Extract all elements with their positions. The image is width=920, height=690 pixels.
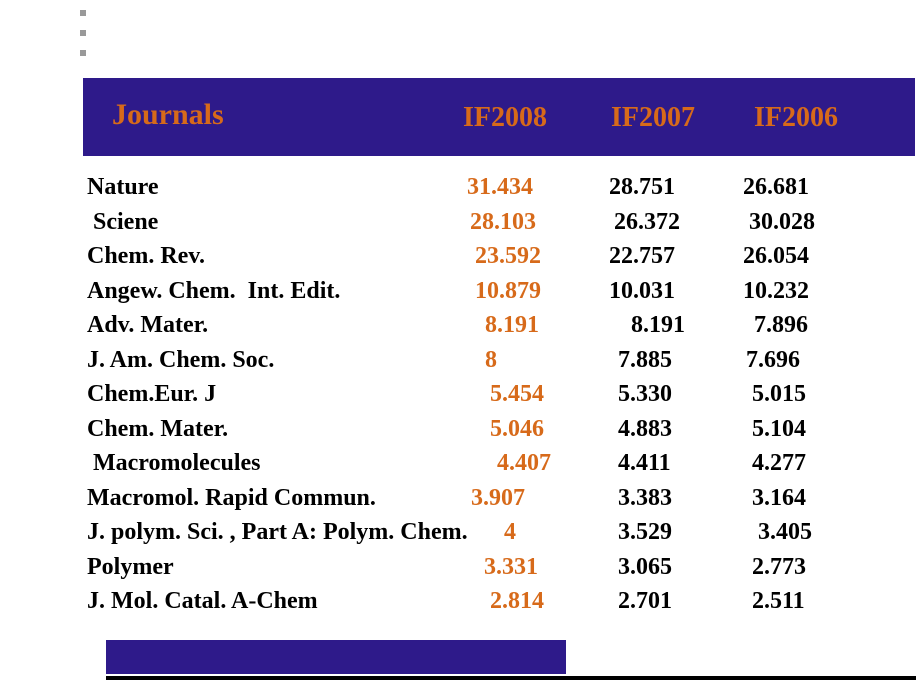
if2007-value: 10.031 bbox=[609, 274, 675, 309]
if2008-value: 8.191 bbox=[485, 308, 539, 343]
journal-name: J. polym. Sci. , Part A: Polym. Chem. bbox=[87, 515, 468, 550]
table-row: Polymer 3.331 3.065 2.773 bbox=[0, 550, 920, 585]
if2008-value: 28.103 bbox=[470, 205, 536, 240]
if2006-value: 10.232 bbox=[743, 274, 809, 309]
footer-accent-block bbox=[106, 640, 566, 674]
table-row: Sciene 28.103 26.372 30.028 bbox=[0, 205, 920, 240]
if2007-value: 26.372 bbox=[614, 205, 680, 240]
if2007-value: 28.751 bbox=[609, 170, 675, 205]
bullet-dot bbox=[80, 50, 86, 56]
table-row: Nature 31.434 28.751 26.681 bbox=[0, 170, 920, 205]
journal-name: Polymer bbox=[87, 550, 174, 585]
if2006-value: 2.773 bbox=[752, 550, 806, 585]
header-if2006: IF2006 bbox=[754, 102, 838, 134]
header-if2008: IF2008 bbox=[463, 102, 547, 134]
if2006-value: 5.015 bbox=[752, 377, 806, 412]
if2007-value: 2.701 bbox=[618, 584, 672, 619]
journal-name: J. Am. Chem. Soc. bbox=[87, 343, 274, 378]
if2006-value: 2.511 bbox=[752, 584, 805, 619]
if2007-value: 3.065 bbox=[618, 550, 672, 585]
if2007-value: 7.885 bbox=[618, 343, 672, 378]
if2008-value: 2.814 bbox=[490, 584, 544, 619]
if2008-value: 5.046 bbox=[490, 412, 544, 447]
if2007-value: 4.411 bbox=[618, 446, 671, 481]
if2008-value: 3.331 bbox=[484, 550, 538, 585]
header-journals-label: Journals bbox=[112, 98, 224, 132]
if2006-value: 30.028 bbox=[749, 205, 815, 240]
journal-name: Chem.Eur. J bbox=[87, 377, 216, 412]
table-row: J. Am. Chem. Soc. 8 7.885 7.696 bbox=[0, 343, 920, 378]
journal-name: Chem. Rev. bbox=[87, 239, 205, 274]
if2006-value: 5.104 bbox=[752, 412, 806, 447]
journal-name: Nature bbox=[87, 170, 159, 205]
if2006-value: 3.405 bbox=[758, 515, 812, 550]
table-row: Macromol. Rapid Commun. 3.907 3.383 3.164 bbox=[0, 481, 920, 516]
if2007-value: 22.757 bbox=[609, 239, 675, 274]
table-body: Nature 31.434 28.751 26.681 Sciene 28.103 26.… bbox=[0, 170, 920, 619]
table-row: Chem. Rev. 23.592 22.757 26.054 bbox=[0, 239, 920, 274]
journal-name: J. Mol. Catal. A-Chem bbox=[87, 584, 318, 619]
if2008-value: 4 bbox=[504, 515, 516, 550]
journal-name: Adv. Mater. bbox=[87, 308, 208, 343]
decorative-bullets bbox=[80, 10, 86, 70]
bullet-dot bbox=[80, 10, 86, 16]
if2007-value: 8.191 bbox=[631, 308, 685, 343]
if2006-value: 26.054 bbox=[743, 239, 809, 274]
table-row: Adv. Mater. 8.191 8.191 7.896 bbox=[0, 308, 920, 343]
table-row: Angew. Chem. Int. Edit. 10.879 10.031 10.23… bbox=[0, 274, 920, 309]
if2008-value: 3.907 bbox=[471, 481, 525, 516]
table-row: J. polym. Sci. , Part A: Polym. Chem. 4 3.… bbox=[0, 515, 920, 550]
if2007-value: 3.383 bbox=[618, 481, 672, 516]
if2008-value: 23.592 bbox=[475, 239, 541, 274]
journal-name: Angew. Chem. Int. Edit. bbox=[87, 274, 340, 309]
header-if2007: IF2007 bbox=[611, 102, 695, 134]
if2008-value: 31.434 bbox=[467, 170, 533, 205]
if2006-value: 4.277 bbox=[752, 446, 806, 481]
table-row: J. Mol. Catal. A-Chem 2.814 2.701 2.511 bbox=[0, 584, 920, 619]
table-row: Macromolecules 4.407 4.411 4.277 bbox=[0, 446, 920, 481]
journal-name: Macromolecules bbox=[87, 446, 261, 481]
if2006-value: 3.164 bbox=[752, 481, 806, 516]
if2006-value: 26.681 bbox=[743, 170, 809, 205]
bullet-dot bbox=[80, 30, 86, 36]
if2008-value: 8 bbox=[485, 343, 497, 378]
if2008-value: 4.407 bbox=[497, 446, 551, 481]
table-row: Chem. Mater. 5.046 4.883 5.104 bbox=[0, 412, 920, 447]
if2008-value: 10.879 bbox=[475, 274, 541, 309]
footer-rule bbox=[106, 676, 916, 680]
if2006-value: 7.696 bbox=[746, 343, 800, 378]
if2007-value: 5.330 bbox=[618, 377, 672, 412]
journal-name: Macromol. Rapid Commun. bbox=[87, 481, 376, 516]
if2007-value: 4.883 bbox=[618, 412, 672, 447]
if2007-value: 3.529 bbox=[618, 515, 672, 550]
table-row: Chem.Eur. J 5.454 5.330 5.015 bbox=[0, 377, 920, 412]
if2008-value: 5.454 bbox=[490, 377, 544, 412]
if2006-value: 7.896 bbox=[754, 308, 808, 343]
journal-name: Chem. Mater. bbox=[87, 412, 228, 447]
journal-name: Sciene bbox=[87, 205, 158, 240]
